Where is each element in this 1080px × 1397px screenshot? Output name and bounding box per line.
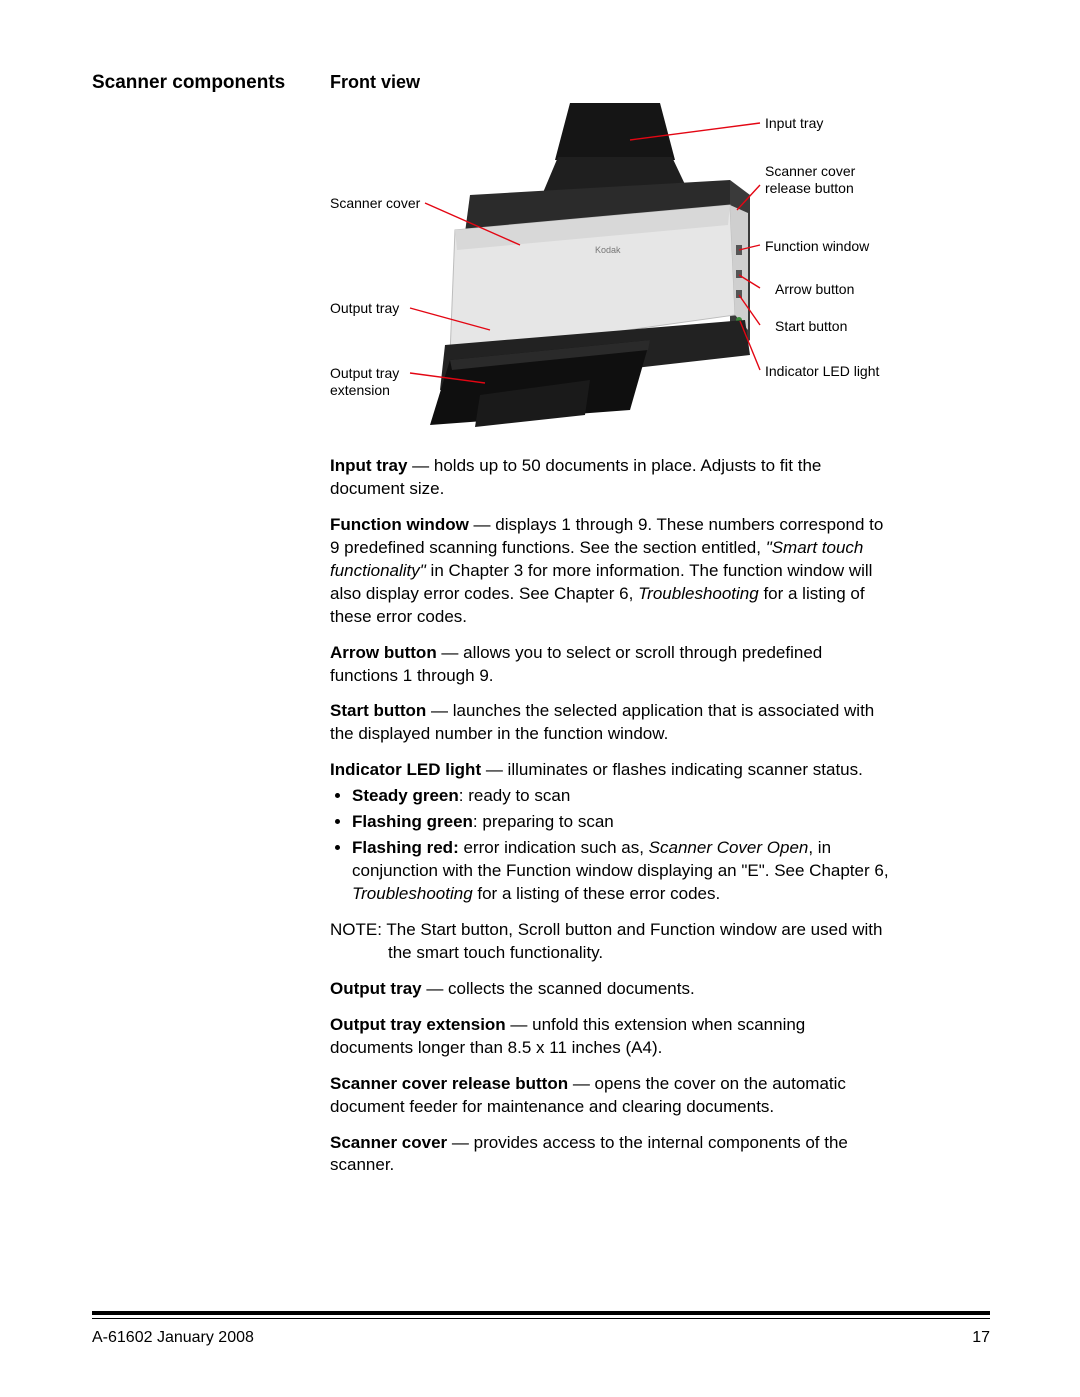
section-heading: Scanner components: [92, 72, 285, 94]
bullet-flashing-red: Flashing red: error indication such as, …: [352, 837, 890, 906]
label-indicator-led: Indicator LED light: [765, 363, 879, 380]
scanner-diagram: Kodak: [330, 95, 890, 440]
label-cover-release: Scanner cover release button: [765, 163, 855, 197]
body-text: Input tray — holds up to 50 documents in…: [330, 455, 890, 1190]
desc-cover-release: Scanner cover release button — opens the…: [330, 1073, 890, 1119]
footer: A-61602 January 2008 17: [92, 1329, 990, 1347]
label-function-window: Function window: [765, 238, 869, 255]
label-arrow-button: Arrow button: [775, 281, 854, 298]
scanner-illustration: Kodak: [330, 95, 890, 440]
desc-start-button: Start button — launches the selected app…: [330, 700, 890, 746]
desc-input-tray: Input tray — holds up to 50 documents in…: [330, 455, 890, 501]
desc-scanner-cover: Scanner cover — provides access to the i…: [330, 1132, 890, 1178]
label-scanner-cover: Scanner cover: [330, 195, 420, 212]
footer-rule: [92, 1311, 990, 1319]
svg-text:Kodak: Kodak: [595, 245, 621, 255]
desc-function-window: Function window — displays 1 through 9. …: [330, 514, 890, 629]
desc-output-tray: Output tray — collects the scanned docum…: [330, 978, 890, 1001]
desc-indicator-led: Indicator LED light — illuminates or fla…: [330, 759, 890, 782]
desc-output-tray-extension: Output tray extension — unfold this exte…: [330, 1014, 890, 1060]
label-output-tray: Output tray: [330, 300, 399, 317]
label-output-tray-extension: Output tray extension: [330, 365, 399, 399]
note: NOTE: The Start button, Scroll button an…: [330, 919, 890, 965]
footer-doc-id: A-61602 January 2008: [92, 1329, 254, 1347]
bullet-steady-green: Steady green: ready to scan: [352, 785, 890, 808]
label-start-button: Start button: [775, 318, 847, 335]
bullet-flashing-green: Flashing green: preparing to scan: [352, 811, 890, 834]
footer-page-number: 17: [972, 1329, 990, 1347]
subheading: Front view: [330, 72, 420, 93]
label-input-tray: Input tray: [765, 115, 823, 132]
page: Scanner components Front view Kodak: [0, 0, 1080, 1397]
led-status-list: Steady green: ready to scan Flashing gre…: [330, 785, 890, 906]
desc-arrow-button: Arrow button — allows you to select or s…: [330, 642, 890, 688]
